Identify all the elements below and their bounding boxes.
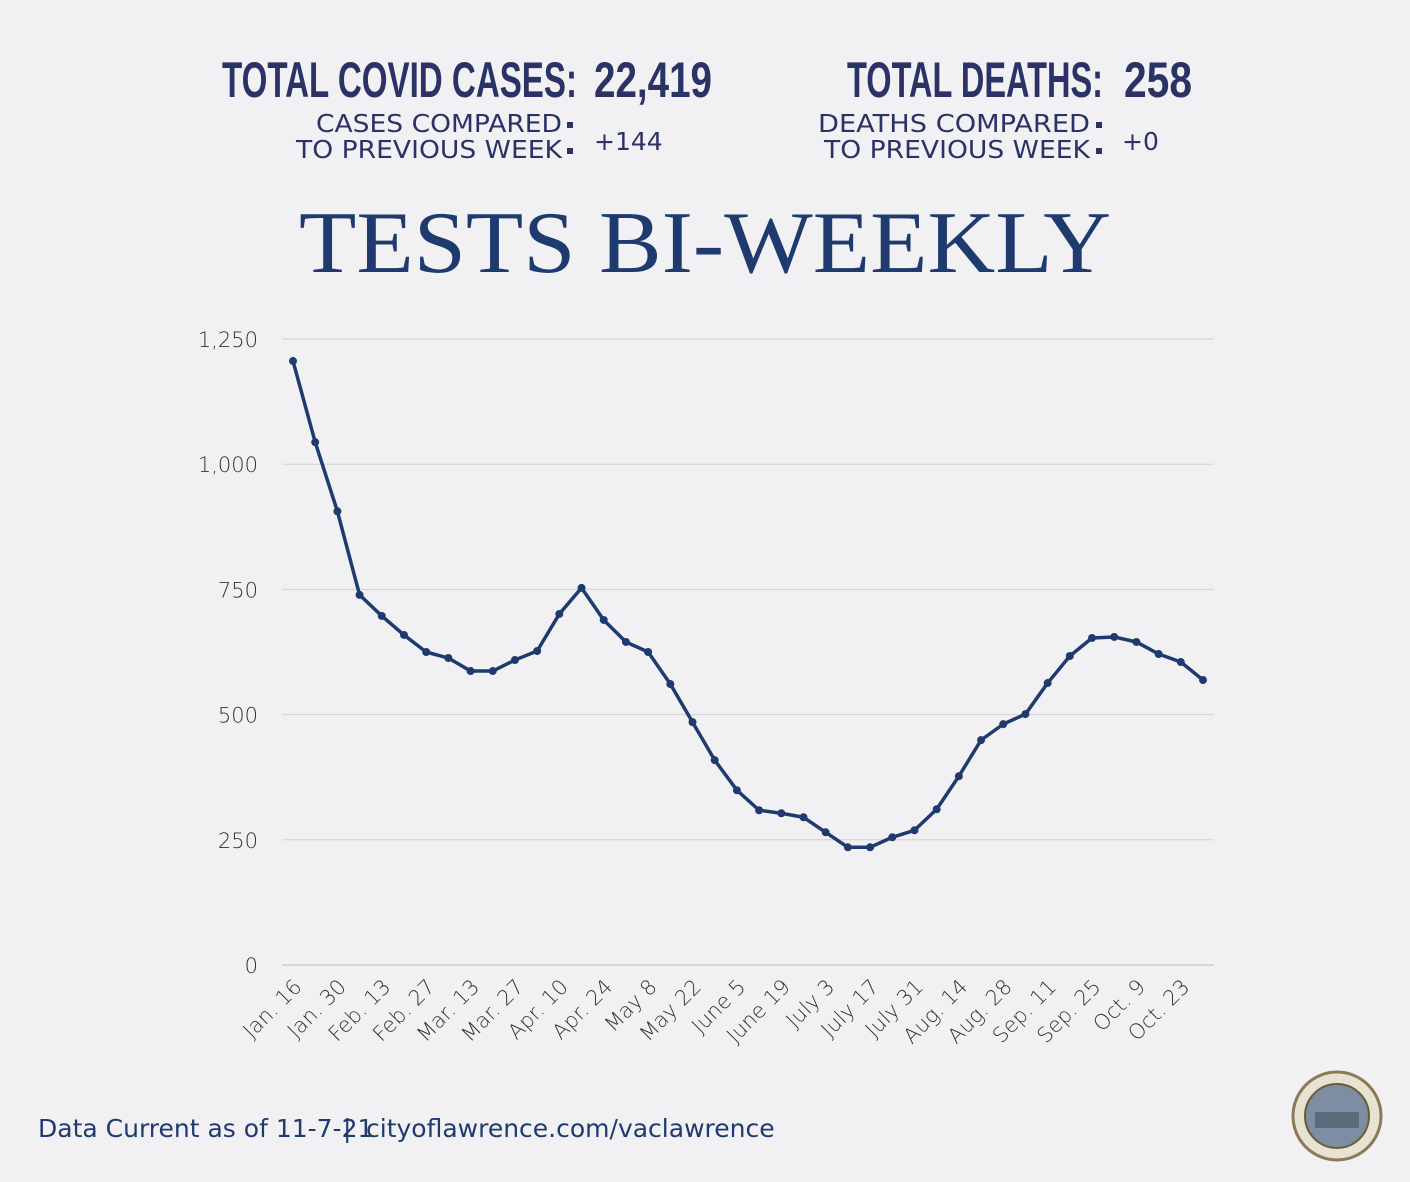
- point: [910, 826, 919, 835]
- point: [777, 809, 786, 818]
- point: [1176, 658, 1185, 667]
- point: [377, 611, 386, 620]
- point: [1110, 632, 1119, 641]
- deaths-change: +0: [1122, 127, 1159, 156]
- point: [1132, 637, 1141, 646]
- point: [466, 667, 475, 676]
- point: [1199, 676, 1207, 685]
- y-tick-label: 0: [245, 954, 258, 978]
- colon-dot: [567, 148, 573, 154]
- point: [843, 843, 852, 852]
- y-tick-label: 1,250: [198, 328, 258, 352]
- city-seal: [1291, 1070, 1383, 1162]
- point: [510, 656, 519, 665]
- point: [977, 736, 986, 745]
- point: [289, 357, 297, 366]
- point: [399, 630, 408, 639]
- point: [688, 718, 697, 727]
- deaths-compare: DEATHS COMPARED: [818, 109, 1090, 138]
- footer-separator: |: [343, 1114, 351, 1143]
- point: [666, 680, 675, 689]
- chart-title: TESTS BI-WEEKLY: [299, 195, 1111, 292]
- point: [799, 813, 808, 822]
- deaths-compare: TO PREVIOUS WEEK: [823, 135, 1091, 164]
- point: [1065, 652, 1074, 661]
- point: [1021, 710, 1030, 719]
- colon-dot: [1096, 148, 1102, 154]
- cases-value: 22,419: [594, 52, 712, 108]
- y-tick-label: 1,000: [198, 453, 258, 477]
- cases-label: TOTAL COVID CASES:: [222, 52, 577, 108]
- point: [1154, 650, 1163, 659]
- point: [954, 772, 963, 781]
- point: [355, 590, 364, 599]
- y-tick-label: 750: [218, 578, 258, 602]
- point: [755, 806, 764, 815]
- point: [555, 609, 564, 618]
- colon-dot: [1096, 122, 1102, 128]
- y-tick-label: 250: [218, 829, 258, 853]
- cases-compare: CASES COMPARED: [316, 109, 562, 138]
- footer-url: cityoflawrence.com/vaclawrence: [366, 1114, 775, 1143]
- deaths-label: TOTAL DEATHS:: [847, 52, 1103, 108]
- point: [333, 507, 342, 516]
- point: [999, 720, 1008, 729]
- point: [1043, 679, 1052, 688]
- cases-change: +144: [594, 127, 663, 156]
- point: [710, 756, 719, 765]
- point: [644, 648, 653, 656]
- y-tick-label: 500: [218, 704, 258, 728]
- point: [422, 648, 431, 656]
- point: [866, 843, 875, 852]
- point: [821, 828, 830, 837]
- point: [732, 786, 741, 795]
- point: [488, 667, 497, 676]
- point: [1088, 633, 1097, 642]
- point: [932, 805, 941, 814]
- point: [621, 637, 630, 646]
- point: [599, 615, 608, 624]
- colon-dot: [567, 122, 573, 128]
- point: [533, 646, 542, 655]
- point: [444, 654, 453, 663]
- point: [311, 438, 320, 447]
- point: [888, 833, 897, 842]
- point: [577, 583, 586, 592]
- deaths-value: 258: [1124, 52, 1192, 108]
- cases-compare: TO PREVIOUS WEEK: [295, 135, 563, 164]
- footer-date: Data Current as of 11-7-21: [38, 1114, 373, 1143]
